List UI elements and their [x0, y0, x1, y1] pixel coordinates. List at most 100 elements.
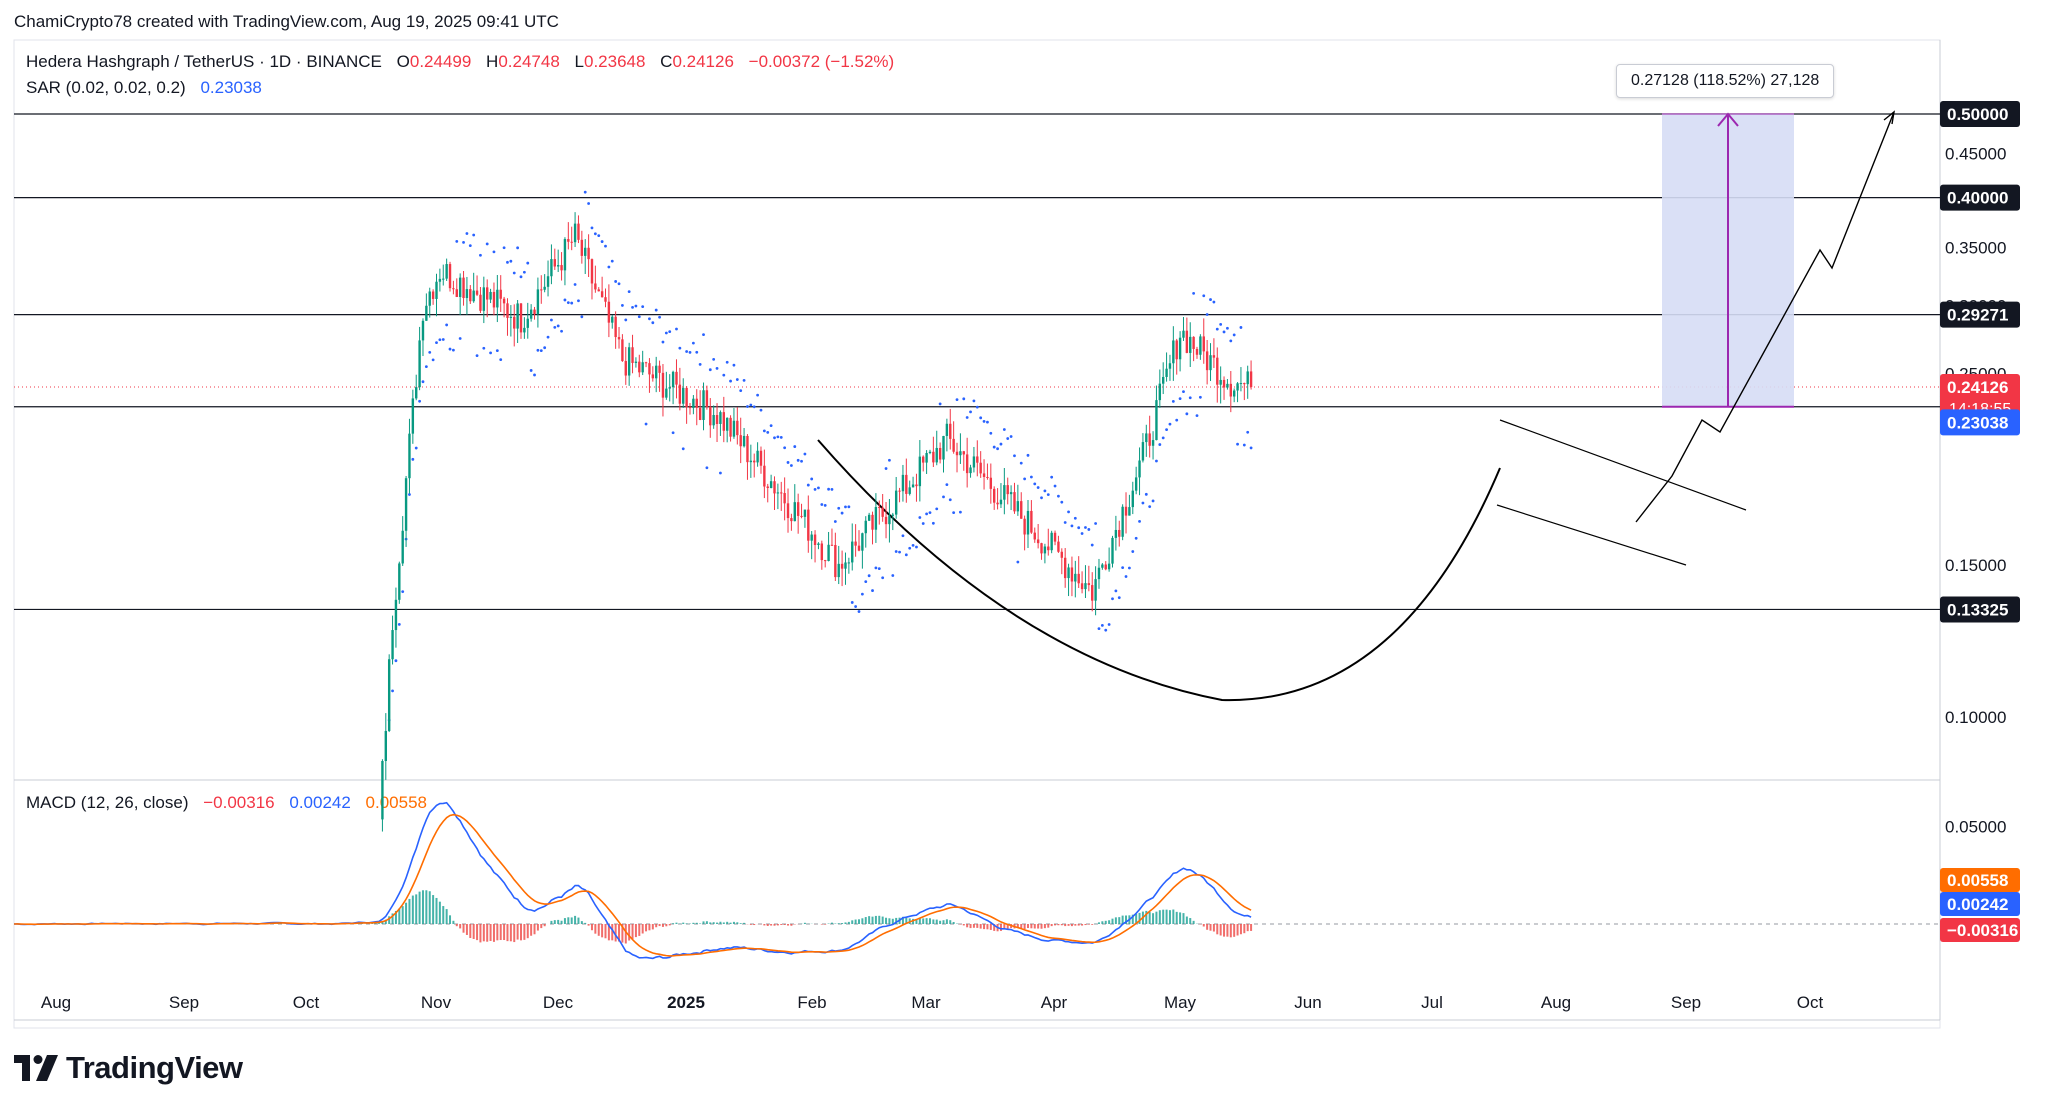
sar-dot [587, 202, 590, 205]
candle-body [442, 278, 445, 280]
chart-creator-caption: ChamiCrypto78 created with TradingView.c… [14, 12, 559, 31]
sar-dot [414, 446, 418, 450]
candle-body [725, 417, 729, 431]
candle-body [695, 398, 698, 408]
candle-body [705, 390, 709, 407]
candle-body [448, 264, 452, 289]
macd-hist-bar [966, 924, 969, 928]
candle-body [982, 473, 986, 477]
sar-dot [1185, 412, 1189, 416]
candle-body [1006, 485, 1009, 495]
macd-hist-bar [394, 910, 397, 924]
macd-hist-bar [1050, 924, 1053, 927]
candle-body [465, 289, 469, 299]
macd-hist-bar [695, 922, 698, 924]
macd-hist-bar [415, 894, 418, 924]
macd-hist-bar [885, 917, 888, 924]
candle-body [415, 387, 418, 399]
sar-dot [996, 447, 999, 451]
macd-hist-bar [972, 924, 975, 928]
candles [381, 212, 1253, 832]
candle-body [1040, 543, 1043, 554]
sar-dot [424, 365, 428, 369]
macd-legend[interactable]: MACD (12, 26, close) −0.00316 0.00242 0.… [26, 793, 427, 813]
macd-hist-bar [939, 920, 942, 924]
sar-legend[interactable]: SAR (0.02, 0.02, 0.2) 0.23038 [26, 78, 262, 98]
candle-body [851, 541, 854, 563]
sar-dot [644, 422, 648, 426]
macd-hist-bar [445, 909, 448, 924]
macd-hist-bar [1091, 924, 1094, 925]
sar-dot [725, 360, 729, 364]
candle-body [878, 507, 881, 509]
macd-hist-bar [1043, 924, 1046, 929]
macd-hist-bar [496, 924, 499, 941]
candle-body [445, 264, 448, 279]
sar-dot [874, 566, 878, 570]
macd-hist-bar [1172, 909, 1175, 924]
macd-hist-bar [844, 922, 847, 924]
macd-hist-bar [631, 924, 634, 940]
x-tick-label: Apr [1041, 993, 1068, 1012]
candle-body [482, 287, 486, 311]
candle-body [729, 417, 732, 437]
candle-body [1222, 379, 1226, 388]
candle-body [398, 563, 401, 600]
sar-dot [1195, 414, 1199, 418]
sar-dot [458, 337, 462, 340]
candle-body [746, 435, 749, 463]
candle-body [908, 487, 911, 494]
macd-hist-bar [381, 921, 384, 924]
candle-body [905, 474, 908, 494]
sar-dot [1192, 291, 1196, 295]
candle-body [1094, 579, 1097, 601]
macd-hist-bar [1168, 910, 1171, 924]
macd-hist-bar [712, 922, 715, 924]
macd-hist-bar [986, 924, 989, 930]
candle-body [604, 297, 607, 302]
sar-dot [1236, 442, 1239, 446]
macd-hist-bar [824, 924, 827, 925]
candle-body [634, 361, 638, 363]
candle-body [1182, 330, 1185, 338]
sar-dot [1134, 536, 1138, 540]
candle-body [942, 435, 945, 460]
candle-body [1023, 518, 1026, 535]
macd-hist-bar [901, 916, 904, 924]
sar-dot [1077, 526, 1081, 530]
sar-dot [864, 580, 868, 584]
level-tag [1940, 301, 2020, 328]
x-tick-label: Sep [169, 993, 199, 1012]
sar-dot [465, 232, 469, 235]
macd-hist-bar [1179, 912, 1182, 924]
sar-dot [408, 493, 411, 496]
sar-dot [1087, 528, 1091, 531]
sar-dot [401, 590, 405, 594]
candle-body [979, 462, 982, 474]
candle-body [959, 451, 962, 456]
x-tick-label: Feb [797, 993, 826, 1012]
sar-dot [1073, 516, 1077, 520]
symbol-name[interactable]: Hedera Hashgraph / TetherUS · 1D · BINAN… [26, 52, 382, 71]
macd-hist-bar [895, 917, 898, 924]
macd-hist-bar [509, 924, 512, 942]
sar-dot [911, 543, 915, 547]
sar-dot [1026, 453, 1030, 457]
sar-dot [1111, 597, 1114, 601]
cup-curve [817, 439, 1501, 702]
candle-body [932, 451, 935, 463]
sar-dot [935, 507, 939, 511]
sar-dot [1090, 543, 1094, 547]
sar-dot [908, 546, 912, 550]
sar-dot [1046, 493, 1050, 497]
tradingview-logo[interactable]: TradingView [14, 1048, 243, 1088]
macd-hist-bar [925, 918, 928, 924]
sar-dot [566, 301, 570, 305]
measure-label[interactable]: 0.27128 (118.52%) 27,128 [1616, 64, 1835, 98]
candle-body [526, 318, 529, 328]
candle-body [1118, 529, 1121, 537]
candle-body [898, 490, 901, 492]
candle-body [844, 562, 847, 569]
candle-body [1080, 583, 1084, 590]
